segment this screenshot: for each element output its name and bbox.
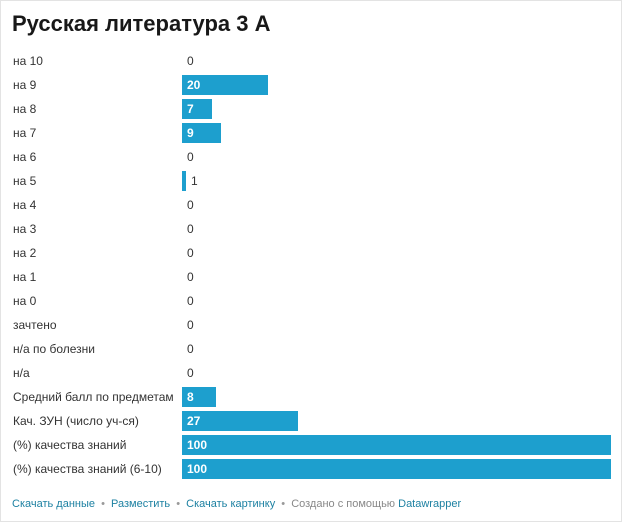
value-label: 0	[187, 246, 194, 260]
footer-separator: •	[101, 498, 105, 510]
category-label: на 8	[13, 102, 37, 116]
chart-title: Русская литература 3 А	[12, 11, 271, 36]
category-label: на 10	[13, 54, 43, 68]
value-label: 0	[187, 318, 194, 332]
bar-row: на 0 0	[1, 289, 622, 313]
category-label: на 0	[13, 294, 37, 308]
bar	[182, 123, 221, 143]
value-label: 0	[187, 270, 194, 284]
value-label: 0	[187, 366, 194, 380]
embed-link[interactable]: Разместить	[111, 498, 171, 510]
footer-separator: •	[281, 498, 286, 510]
category-label: на 7	[13, 126, 37, 140]
value-label: 0	[187, 294, 194, 308]
value-label: 100	[187, 438, 208, 452]
bar	[182, 387, 216, 407]
footer-separator: •	[176, 498, 181, 510]
bar-row: на 6 0	[1, 145, 622, 169]
bar-row: (%) качества знаний 100	[1, 433, 622, 457]
value-label: 0	[187, 54, 194, 68]
bar-row: на 1 0	[1, 265, 622, 289]
bar-row: на 9 20	[1, 73, 622, 97]
value-label: 1	[191, 174, 198, 188]
value-label: 0	[187, 222, 194, 236]
value-label: 0	[187, 342, 194, 356]
category-label: на 5	[13, 174, 37, 188]
value-label: 27	[187, 414, 201, 428]
value-label: 8	[187, 390, 194, 404]
category-label: на 9	[13, 78, 37, 92]
datawrapper-link[interactable]: Datawrapper	[398, 498, 462, 510]
download-image-link[interactable]: Скачать картинку	[186, 498, 276, 510]
bar-row: н/а 0	[1, 361, 622, 385]
bar	[182, 99, 212, 119]
category-label: зачтено	[13, 318, 57, 332]
value-label: 0	[187, 150, 194, 164]
bar-row: (%) качества знаний (6-10) 100	[1, 457, 622, 481]
bar-row: на 2 0	[1, 241, 622, 265]
bar	[182, 411, 298, 431]
bar-row: на 5 1	[1, 169, 622, 193]
bar	[182, 459, 611, 479]
value-label: 0	[187, 198, 194, 212]
bar	[182, 171, 186, 191]
value-label: 9	[187, 126, 194, 140]
category-label: (%) качества знаний	[13, 438, 127, 452]
bar-row: на 7 9	[1, 121, 622, 145]
category-label: н/а по болезни	[13, 342, 96, 356]
bar-row: н/а по болезни 0	[1, 337, 622, 361]
category-label: Кач. ЗУН (число уч-ся)	[13, 414, 139, 428]
category-label: н/а	[13, 366, 30, 380]
created-with-text: Создано с помощью	[291, 498, 396, 510]
category-label: (%) качества знаний (6-10)	[13, 462, 162, 476]
bar-row: на 3 0	[1, 217, 622, 241]
category-label: на 4	[13, 198, 37, 212]
bar	[182, 75, 268, 95]
bar-row: на 4 0	[1, 193, 622, 217]
bar-row: на 8 7	[1, 97, 622, 121]
category-label: на 1	[13, 270, 37, 284]
bar-row: Кач. ЗУН (число уч-ся) 27	[1, 409, 622, 433]
category-label: Средний балл по предметам	[13, 390, 174, 404]
category-label: на 3	[13, 222, 37, 236]
bar-row: Средний балл по предметам 8	[1, 385, 622, 409]
category-label: на 6	[13, 150, 37, 164]
download-data-link[interactable]: Скачать данные	[12, 498, 96, 510]
value-label: 20	[187, 78, 201, 92]
value-label: 100	[187, 462, 208, 476]
bar-row: зачтено 0	[1, 313, 622, 337]
bar	[182, 435, 611, 455]
bar-row: на 10 0	[1, 49, 622, 73]
category-label: на 2	[13, 246, 37, 260]
value-label: 7	[187, 102, 194, 116]
chart-footer: Скачать данные • Разместить • Скачать ка…	[12, 498, 461, 510]
